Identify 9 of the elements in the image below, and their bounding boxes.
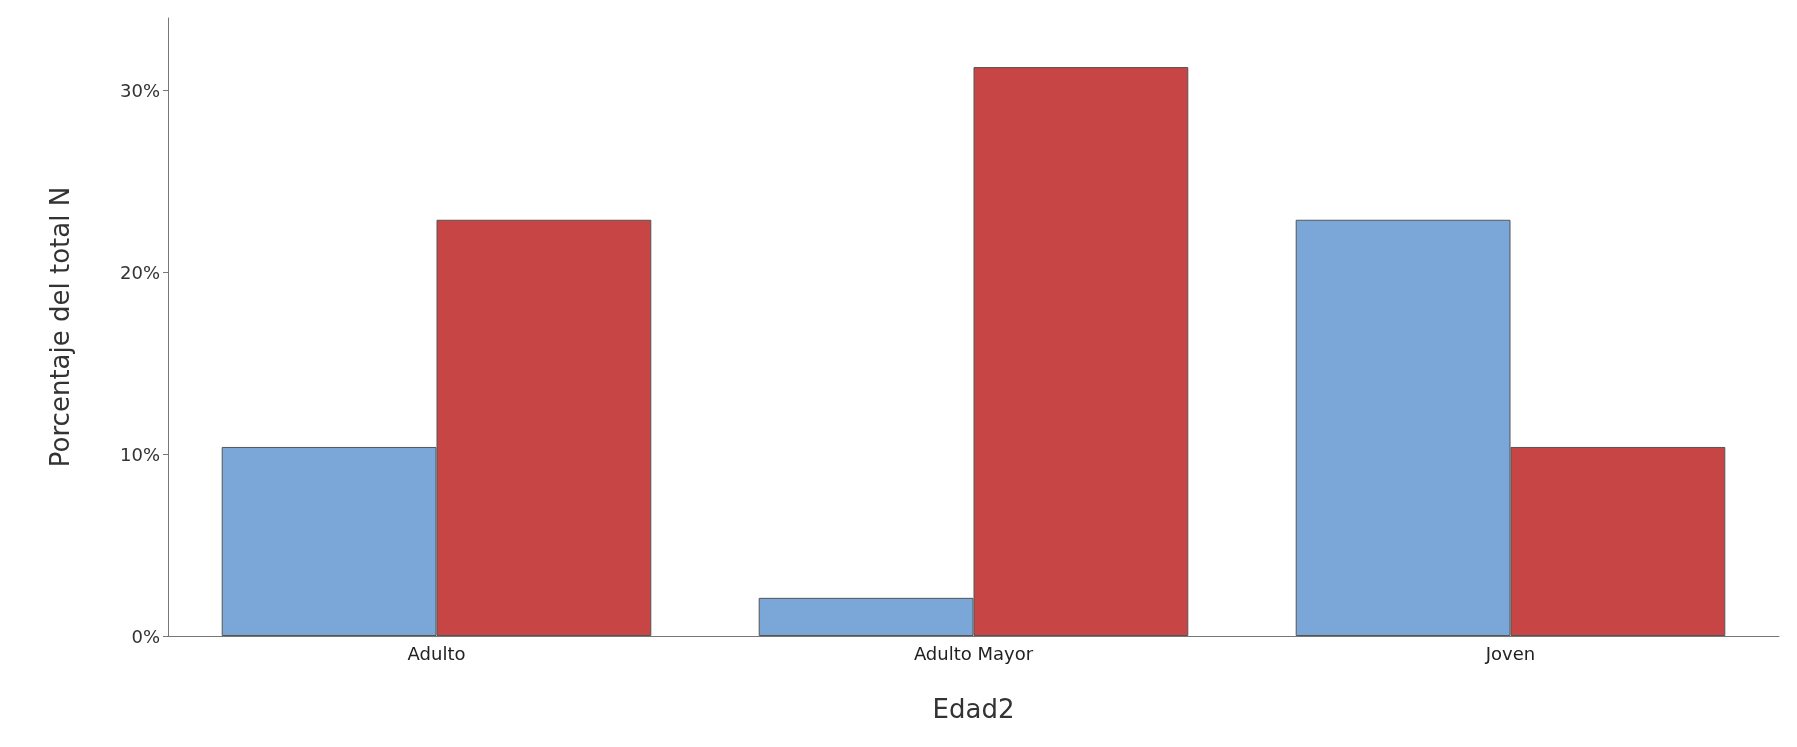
- x-tick-label: Adulto Mayor: [913, 642, 1034, 664]
- x-axis-title: Edad2: [932, 694, 1015, 724]
- x-tick-label: Joven: [1484, 642, 1536, 664]
- y-tick-label: 0%: [131, 625, 160, 647]
- x-tick-label: Adulto: [407, 642, 466, 664]
- y-axis-title: Porcentaje del total N: [45, 186, 75, 468]
- y-tick-label: 30%: [119, 80, 160, 102]
- y-tick-label: 10%: [119, 443, 160, 465]
- y-tick-label: 20%: [119, 261, 160, 283]
